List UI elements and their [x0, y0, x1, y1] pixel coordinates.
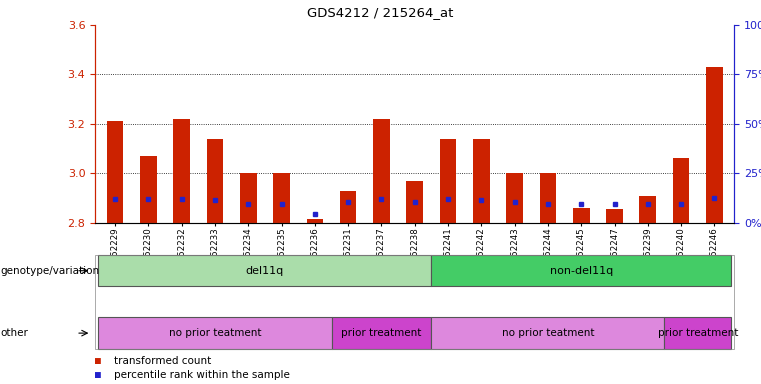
- Text: non-del11q: non-del11q: [549, 266, 613, 276]
- Bar: [207, 139, 223, 223]
- Text: ■: ■: [95, 356, 101, 366]
- Text: no prior teatment: no prior teatment: [169, 328, 261, 338]
- Text: transformed count: transformed count: [114, 356, 212, 366]
- Text: genotype/variation: genotype/variation: [1, 266, 100, 276]
- Bar: [373, 119, 390, 223]
- Bar: [473, 139, 489, 223]
- Bar: [140, 156, 157, 223]
- Bar: [273, 173, 290, 223]
- Bar: [639, 195, 656, 223]
- Text: percentile rank within the sample: percentile rank within the sample: [114, 370, 290, 380]
- Bar: [340, 190, 356, 223]
- Bar: [174, 119, 190, 223]
- Bar: [573, 208, 590, 223]
- Bar: [107, 121, 123, 223]
- Text: no prior teatment: no prior teatment: [501, 328, 594, 338]
- Text: prior treatment: prior treatment: [658, 328, 738, 338]
- Bar: [307, 219, 323, 223]
- Bar: [706, 67, 723, 223]
- Bar: [540, 173, 556, 223]
- Text: ■: ■: [95, 370, 101, 380]
- Bar: [673, 159, 689, 223]
- Text: prior treatment: prior treatment: [341, 328, 422, 338]
- Bar: [240, 173, 256, 223]
- Text: del11q: del11q: [246, 266, 284, 276]
- Bar: [406, 181, 423, 223]
- Bar: [506, 173, 523, 223]
- Bar: [440, 139, 457, 223]
- Text: other: other: [1, 328, 29, 338]
- Bar: [607, 209, 622, 223]
- Text: GDS4212 / 215264_at: GDS4212 / 215264_at: [307, 6, 454, 19]
